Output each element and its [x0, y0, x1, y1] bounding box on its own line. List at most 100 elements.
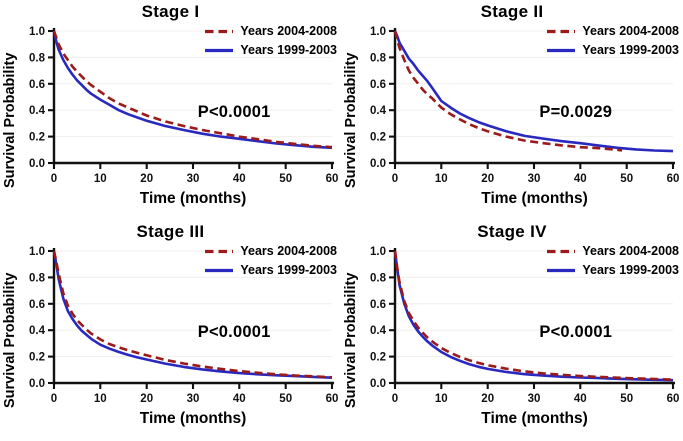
p-value-label: P=0.0029 — [539, 102, 613, 121]
y-tick-label: 0.2 — [29, 352, 45, 364]
legend-item: Years 2004-2008 — [204, 24, 337, 38]
x-tick-label: 10 — [94, 393, 107, 405]
p-value-label: P<0.0001 — [197, 102, 271, 121]
x-tick-label: 30 — [187, 393, 200, 405]
y-tick-label: 0.6 — [29, 299, 45, 311]
x-tick-label: 0 — [51, 393, 57, 405]
y-tick-label: 0.8 — [29, 272, 46, 284]
y-tick-label: 1.0 — [29, 26, 45, 38]
y-tick-label: 0.8 — [29, 52, 46, 64]
legend-label: Years 2004-2008 — [582, 244, 679, 258]
survival-panel: Stage IV Survival Probability 0.0 0.2 0.4 0… — [341, 220, 683, 441]
legend-label: Years 1999-2003 — [240, 43, 337, 57]
y-tick-label: 1.0 — [370, 246, 386, 258]
legend-label: Years 2004-2008 — [240, 244, 337, 258]
y-tick-label: 0.0 — [370, 378, 386, 390]
legend-label: Years 2004-2008 — [240, 24, 337, 38]
x-axis-label: Time (months) — [139, 190, 247, 207]
panel-title: Stage II — [480, 2, 544, 21]
x-tick-label: 10 — [435, 393, 448, 405]
x-tick-label: 20 — [140, 173, 153, 185]
curve-years-1999-2003 — [52, 250, 333, 379]
dashed-line-swatch — [547, 29, 576, 33]
legend: Years 2004-2008 Years 1999-2003 — [204, 24, 337, 57]
solid-line-swatch — [205, 48, 234, 52]
x-tick-label: 50 — [279, 173, 292, 185]
legend-item: Years 1999-2003 — [204, 263, 337, 277]
plot-area: Survival Probability 0.0 0.2 0.4 0.6 0.8 1.0 0… — [0, 242, 341, 414]
dashed-line-swatch — [547, 249, 576, 253]
panel-title: Stage III — [136, 222, 205, 241]
legend-item: Years 1999-2003 — [546, 43, 679, 57]
legend-label: Years 1999-2003 — [582, 263, 679, 277]
legend-item: Years 1999-2003 — [204, 43, 337, 57]
y-tick-label: 0.4 — [29, 325, 46, 337]
y-tick-label: 0.6 — [370, 79, 386, 91]
x-axis-label: Time (months) — [139, 410, 247, 427]
y-tick-label: 1.0 — [370, 26, 386, 38]
x-tick-label: 50 — [279, 393, 292, 405]
legend-item: Years 2004-2008 — [546, 24, 679, 38]
y-tick-label: 0.8 — [370, 272, 387, 284]
x-tick-label: 50 — [620, 173, 633, 185]
x-tick-label: 60 — [326, 173, 338, 185]
x-tick-label: 20 — [140, 393, 153, 405]
y-tick-label: 0.2 — [370, 352, 386, 364]
y-tick-label: 0.0 — [370, 158, 386, 170]
solid-line-swatch — [205, 268, 234, 272]
y-tick-label: 0.0 — [29, 158, 45, 170]
y-tick-label: 0.2 — [29, 132, 45, 144]
y-axis-label: Survival Probability — [2, 272, 18, 408]
dashed-line-swatch — [205, 249, 234, 253]
x-tick-label: 60 — [326, 393, 338, 405]
survival-plot: 0.0 0.2 0.4 0.6 0.8 1.0 0 10 20 30 40 50 60 — [29, 26, 338, 185]
x-tick-label: 30 — [528, 393, 541, 405]
curve-years-2004-2008 — [52, 250, 333, 379]
y-tick-label: 0.6 — [29, 79, 45, 91]
x-tick-label: 40 — [233, 173, 246, 185]
legend-item: Years 2004-2008 — [546, 244, 679, 258]
y-tick-label: 0.4 — [370, 105, 387, 117]
plot-area: Survival Probability 0.0 0.2 0.4 0.6 0.8 1.0 0… — [0, 22, 341, 194]
x-tick-label: 10 — [94, 173, 107, 185]
legend-label: Years 1999-2003 — [582, 43, 679, 57]
legend-label: Years 2004-2008 — [582, 24, 679, 38]
y-axis-label: Survival Probability — [343, 52, 359, 188]
panel-title: Stage IV — [477, 222, 547, 241]
x-tick-label: 50 — [620, 393, 633, 405]
x-axis-label: Time (months) — [481, 190, 588, 207]
x-tick-label: 0 — [51, 173, 57, 185]
x-tick-label: 10 — [435, 173, 448, 185]
x-tick-label: 40 — [574, 393, 587, 405]
y-tick-label: 0.4 — [370, 325, 387, 337]
p-value-label: P<0.0001 — [197, 322, 271, 341]
curve-years-1999-2003 — [393, 30, 674, 153]
panel-title: Stage I — [141, 2, 200, 21]
x-tick-label: 40 — [233, 393, 246, 405]
curve-years-2004-2008 — [393, 250, 674, 381]
y-axis-label: Survival Probability — [2, 52, 18, 188]
survival-plot: 0.0 0.2 0.4 0.6 0.8 1.0 0 10 20 30 40 50 60 — [370, 246, 679, 405]
y-tick-label: 0.2 — [370, 132, 386, 144]
curve-years-1999-2003 — [393, 250, 674, 382]
dashed-line-swatch — [205, 29, 234, 33]
legend-label: Years 1999-2003 — [240, 263, 337, 277]
y-axis-label: Survival Probability — [343, 272, 359, 408]
x-tick-label: 20 — [481, 173, 494, 185]
plot-area: Survival Probability 0.0 0.2 0.4 0.6 0.8 1.0 0… — [341, 22, 683, 194]
legend-item: Years 1999-2003 — [546, 263, 679, 277]
plot-area: Survival Probability 0.0 0.2 0.4 0.6 0.8 1.0 0… — [341, 242, 683, 414]
x-tick-label: 0 — [392, 393, 398, 405]
solid-line-swatch — [547, 268, 576, 272]
x-tick-label: 60 — [667, 393, 679, 405]
legend: Years 2004-2008 Years 1999-2003 — [204, 244, 337, 277]
x-tick-label: 20 — [481, 393, 494, 405]
legend: Years 2004-2008 Years 1999-2003 — [546, 24, 679, 57]
y-tick-label: 1.0 — [29, 246, 45, 258]
survival-panel: Stage I Survival Probability 0.0 0.2 0.4 0.… — [0, 0, 341, 220]
x-tick-label: 30 — [187, 173, 200, 185]
curve-years-1999-2003 — [52, 30, 333, 150]
survival-plot: 0.0 0.2 0.4 0.6 0.8 1.0 0 10 20 30 40 50 60 — [29, 246, 338, 405]
y-tick-label: 0.0 — [29, 378, 45, 390]
